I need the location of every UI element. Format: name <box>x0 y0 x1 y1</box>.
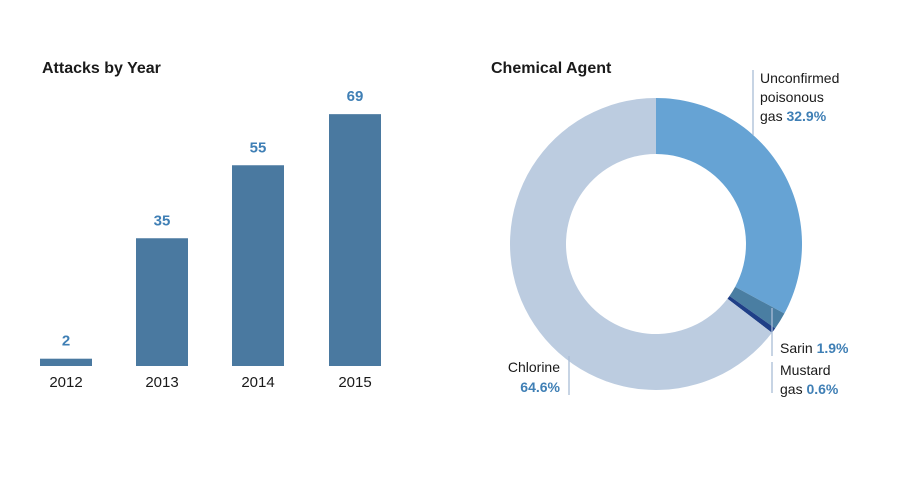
x-tick-label: 2015 <box>338 374 371 391</box>
bar-value-label: 2 <box>62 333 70 350</box>
x-tick-label: 2013 <box>145 374 178 391</box>
slice-label: Unconfirmed poisonous gas 32.9% <box>760 70 839 124</box>
donut-chart: Unconfirmed poisonous gas 32.9% Sarin 1.9% M… <box>508 70 849 397</box>
donut-slice-sarin <box>729 286 785 329</box>
x-tick-label: 2012 <box>49 374 82 391</box>
bar-value-label: 35 <box>154 212 171 229</box>
bar-chart-title: Attacks by Year <box>42 60 161 77</box>
x-tick-label: 2014 <box>241 374 274 391</box>
bar-2014 <box>232 165 284 366</box>
bar-value-label: 55 <box>250 139 267 156</box>
bar-value-label: 69 <box>347 88 364 105</box>
donut-chart-title: Chemical Agent <box>491 60 612 77</box>
bar-chart: 2 2012 35 2013 55 2014 69 2015 <box>40 88 381 391</box>
donut-slice-mustard-gas <box>727 295 776 333</box>
slice-label: Chlorine 64.6% <box>508 359 561 395</box>
bar-2013 <box>136 238 188 366</box>
donut-slice-unconfirmed-poisonous-gas <box>656 98 802 314</box>
donut-slice-chlorine <box>510 98 772 391</box>
bar-2015 <box>329 114 381 367</box>
slice-label: Mustard gas 0.6% <box>780 362 839 397</box>
slice-label: Sarin 1.9% <box>780 340 849 356</box>
bar-2012 <box>40 358 92 366</box>
